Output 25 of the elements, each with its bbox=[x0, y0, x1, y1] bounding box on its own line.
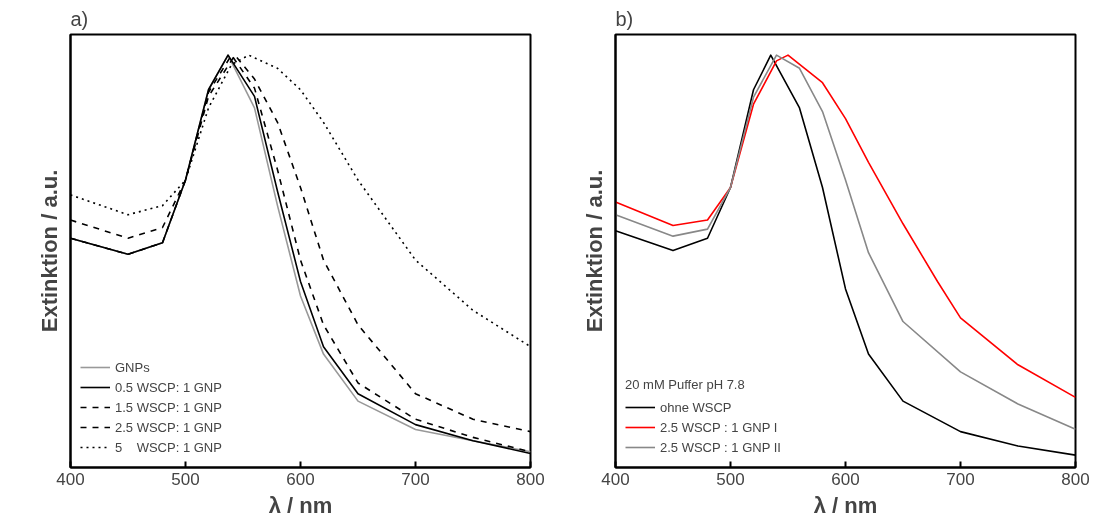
y-axis-title: Extinktion / a.u. bbox=[36, 169, 62, 333]
legend-label: 1.5 WSCP: 1 GNP bbox=[115, 399, 222, 415]
x-tick-label: 800 bbox=[1061, 469, 1090, 489]
x-tick-label: 700 bbox=[401, 469, 430, 489]
legend-label: GNPs bbox=[115, 359, 150, 375]
chart-title: a) bbox=[70, 7, 89, 30]
legend-label: 2.5 WSCP : 1 GNP II bbox=[660, 439, 781, 455]
legend-label: ohne WSCP bbox=[660, 399, 732, 415]
y-axis-title: Extinktion / a.u. bbox=[581, 169, 607, 333]
x-tick-label: 400 bbox=[601, 469, 630, 489]
x-tick-label: 500 bbox=[171, 469, 200, 489]
x-tick-label: 600 bbox=[286, 469, 315, 489]
x-tick-label: 700 bbox=[946, 469, 975, 489]
legend-label: 5 WSCP: 1 GNP bbox=[115, 439, 222, 455]
chart-title: b) bbox=[615, 7, 634, 30]
legend-label: 2.5 WSCP: 1 GNP bbox=[115, 419, 222, 435]
legend-label: 0.5 WSCP: 1 GNP bbox=[115, 379, 222, 395]
x-axis-title: λ / nm bbox=[813, 492, 878, 518]
x-axis-title: λ / nm bbox=[268, 492, 333, 518]
x-tick-label: 500 bbox=[716, 469, 745, 489]
legend-label: 2.5 WSCP : 1 GNP I bbox=[660, 419, 778, 435]
x-tick-label: 800 bbox=[516, 469, 545, 489]
x-tick-label: 400 bbox=[56, 469, 85, 489]
x-tick-label: 600 bbox=[831, 469, 860, 489]
legend-title: 20 mM Puffer pH 7.8 bbox=[625, 377, 746, 392]
